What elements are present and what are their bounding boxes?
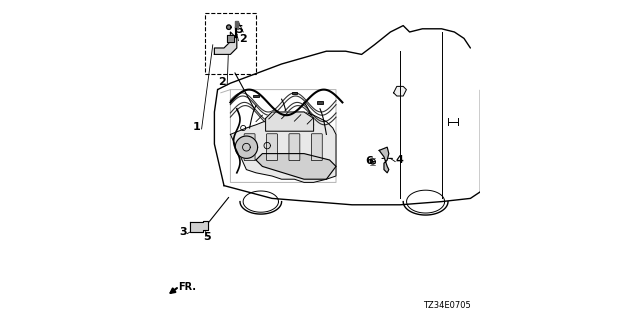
Polygon shape	[227, 25, 231, 29]
Text: FR.: FR.	[179, 282, 196, 292]
Text: 2: 2	[218, 77, 227, 87]
FancyBboxPatch shape	[267, 134, 278, 161]
Polygon shape	[214, 32, 237, 54]
Polygon shape	[227, 35, 234, 42]
Bar	[292, 92, 297, 94]
Text: 2: 2	[239, 34, 247, 44]
Polygon shape	[235, 21, 239, 29]
Text: 1: 1	[192, 122, 200, 132]
Text: 5: 5	[204, 232, 211, 242]
Polygon shape	[230, 112, 336, 182]
FancyBboxPatch shape	[312, 134, 323, 161]
Polygon shape	[266, 112, 314, 131]
Text: 3: 3	[179, 227, 187, 237]
Polygon shape	[256, 154, 336, 179]
Polygon shape	[380, 147, 389, 173]
FancyBboxPatch shape	[244, 134, 255, 161]
Text: 4: 4	[396, 155, 404, 165]
Text: 5: 5	[235, 25, 243, 35]
Text: 6: 6	[365, 156, 372, 166]
Text: TZ34E0705: TZ34E0705	[422, 301, 470, 310]
Bar	[317, 101, 323, 104]
FancyBboxPatch shape	[289, 134, 300, 161]
Bar	[253, 95, 259, 97]
Polygon shape	[191, 221, 208, 232]
Polygon shape	[394, 86, 406, 96]
Polygon shape	[236, 136, 258, 158]
